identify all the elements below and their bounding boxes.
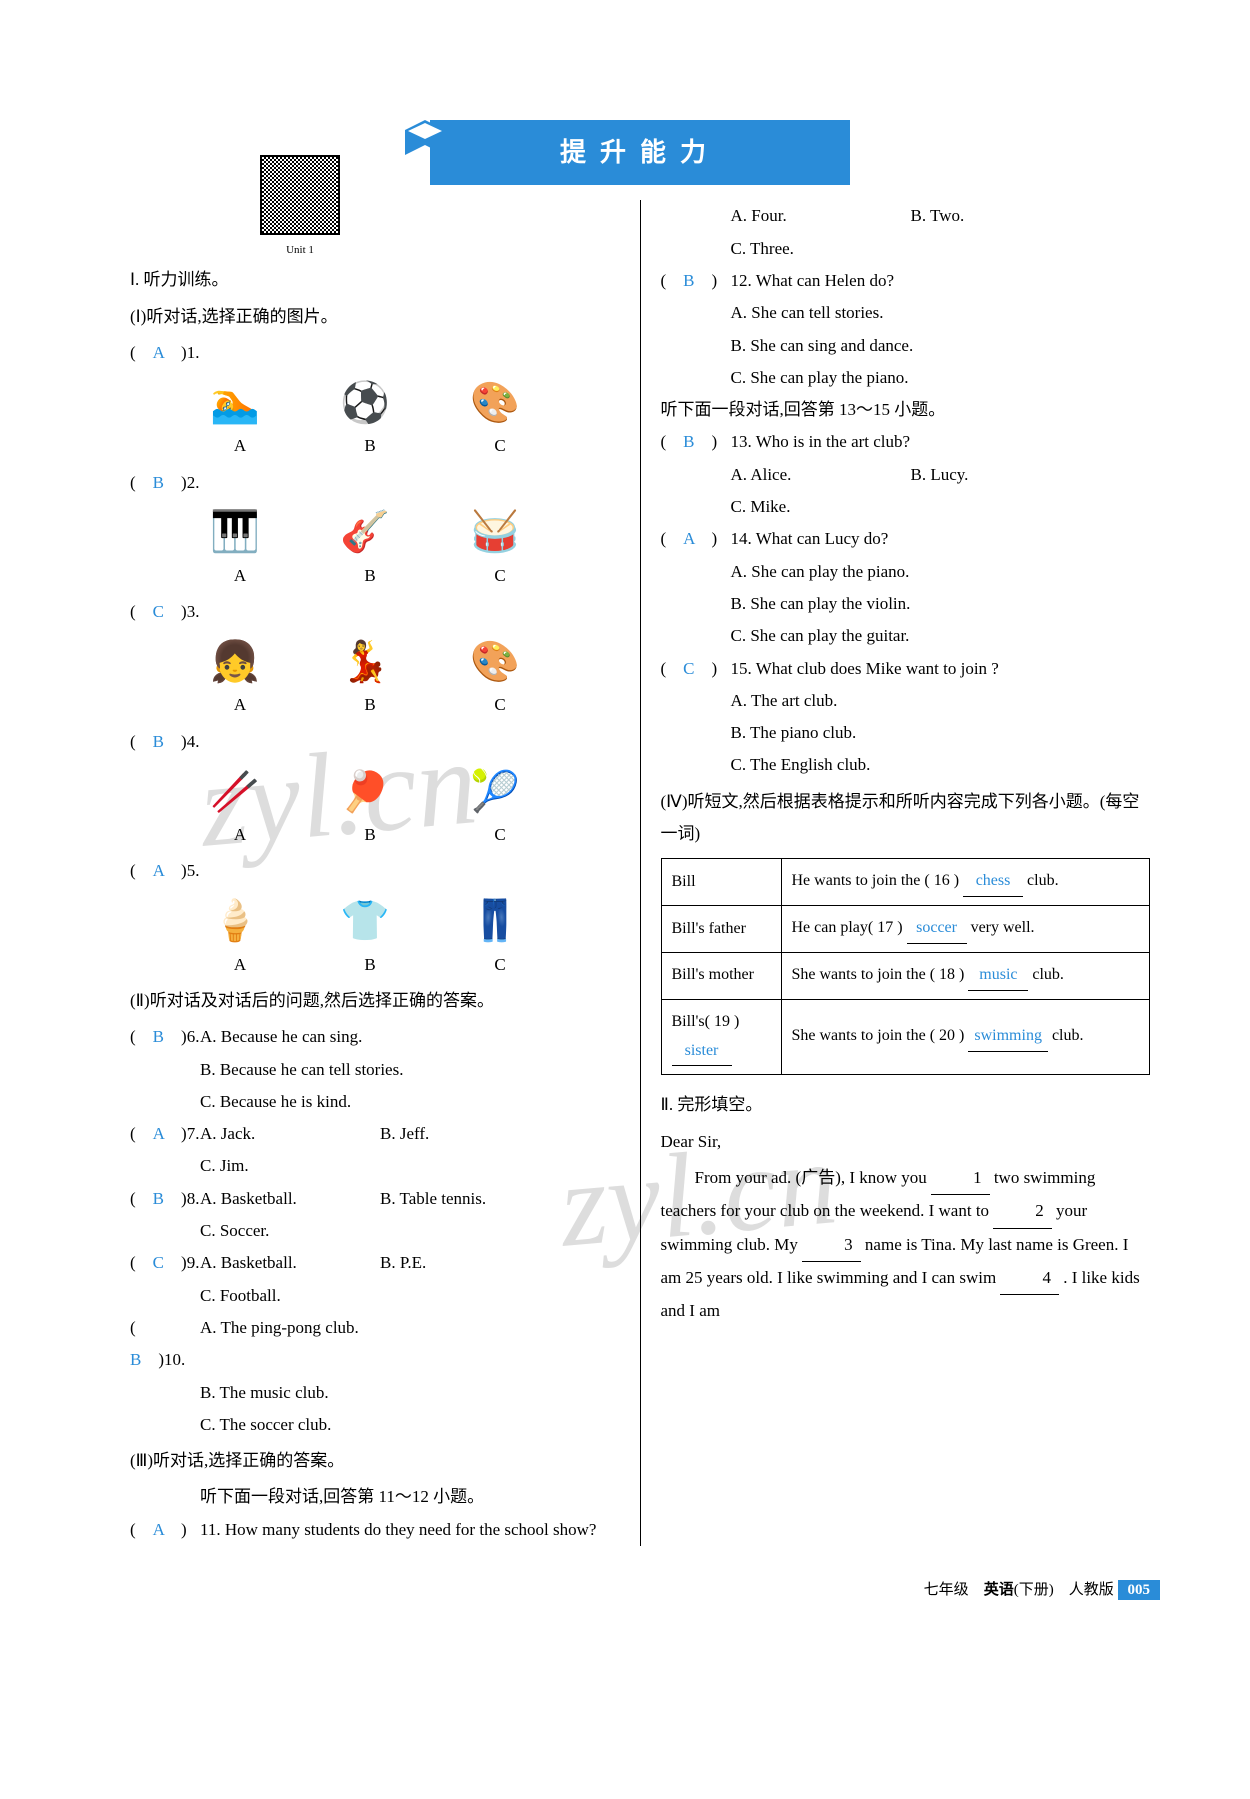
q1-pic-a: 🏊: [200, 375, 270, 430]
q7: ( A )7. A. Jack.B. Jeff.: [130, 1118, 620, 1150]
table-row: Bill He wants to join the ( 16 ) chess c…: [661, 859, 1150, 906]
part-2-title: (Ⅱ)听对话及对话后的问题,然后选择正确的答案。: [130, 985, 620, 1017]
q3: ( C )3. 👧A 💃B 🎨C: [130, 596, 620, 722]
q2: ( B )2. 🎹A 🎸B 🥁C: [130, 467, 620, 593]
part-3-intro2: 听下面一段对话,回答第 13～15 小题。: [661, 394, 1151, 426]
part-3-title: (Ⅲ)听对话,选择正确的答案。: [130, 1445, 620, 1477]
q1-pic-c: 🎨: [460, 375, 530, 430]
fill-table: Bill He wants to join the ( 16 ) chess c…: [661, 858, 1151, 1075]
q1: ( A )1. 🏊A ⚽B 🎨C: [130, 337, 620, 463]
q5: ( A )5. 🍦A 👕B 👖C: [130, 855, 620, 981]
qr-label: Unit 1: [260, 240, 340, 261]
q9: ( C )9. A. Basketball.B. P.E.: [130, 1247, 620, 1279]
cloze-greeting: Dear Sir,: [661, 1126, 1151, 1158]
page-number: 005: [1118, 1580, 1161, 1600]
part-4-title: (Ⅳ)听短文,然后根据表格提示和所听内容完成下列各小题。(每空一词): [661, 786, 1151, 851]
part-3-intro1: 听下面一段对话,回答第 11～12 小题。: [130, 1481, 620, 1513]
q1-pic-b: ⚽: [330, 375, 400, 430]
q14: ( A )14. What can Lucy do?: [661, 523, 1151, 555]
q15: ( C )15. What club does Mike want to joi…: [661, 653, 1151, 685]
q11: ( A )11. How many students do they need …: [130, 1514, 620, 1546]
q10: ( B )10.A. The ping-pong club.: [130, 1312, 620, 1377]
table-row: Bill's( 19 ) sister She wants to join th…: [661, 999, 1150, 1075]
book-icon: [400, 115, 450, 165]
q12: ( B )12. What can Helen do?: [661, 265, 1151, 297]
q13: ( B )13. Who is in the art club?: [661, 426, 1151, 458]
section-1-title: Ⅰ. 听力训练。: [130, 264, 620, 296]
table-row: Bill's mother She wants to join the ( 18…: [661, 952, 1150, 999]
section-2-title: Ⅱ. 完形填空。: [661, 1089, 1151, 1121]
q8: ( B )8. A. Basketball.B. Table tennis.: [130, 1183, 620, 1215]
cloze-passage: Dear Sir, From your ad. (广告), I know you…: [661, 1126, 1151, 1328]
qr-code: [260, 155, 340, 235]
banner-title: 提升能力: [560, 138, 720, 167]
q4: ( B )4. 🥢A 🏓B 🎾C: [130, 726, 620, 852]
page-footer: 七年级 英语(下册) 人教版 005: [120, 1576, 1160, 1605]
left-column: Ⅰ. 听力训练。 (Ⅰ)听对话,选择正确的图片。 ( A )1. 🏊A ⚽B 🎨…: [120, 200, 641, 1546]
part-1-title: (Ⅰ)听对话,选择正确的图片。: [130, 301, 620, 333]
table-row: Bill's father He can play( 17 ) soccer v…: [661, 906, 1150, 953]
section-banner: 提升能力: [430, 120, 850, 185]
q6: ( B )6.A. Because he can sing.: [130, 1021, 620, 1053]
q1-ans: A: [153, 343, 164, 362]
right-column: A. Four.B. Two. C. Three. ( B )12. What …: [641, 200, 1161, 1546]
